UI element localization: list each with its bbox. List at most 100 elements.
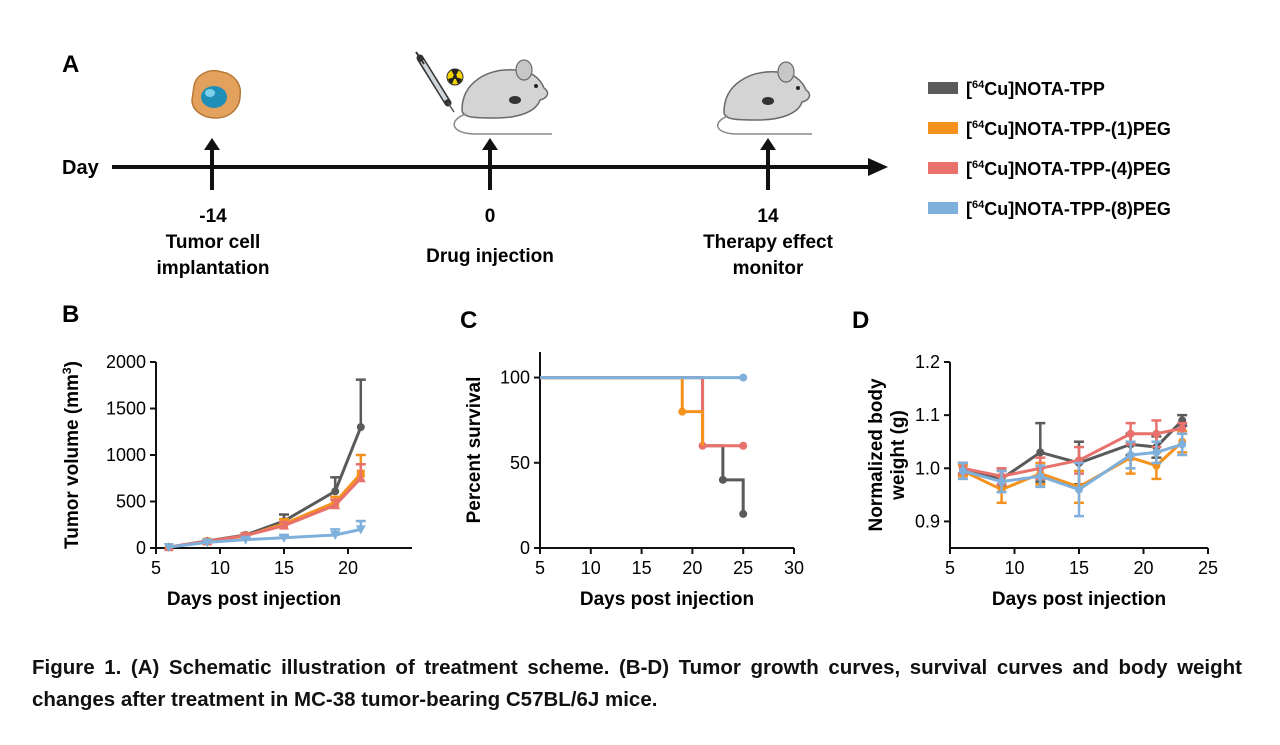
- syringe-icon: [415, 51, 455, 113]
- x-tick-label: 15: [274, 558, 294, 578]
- timeline-marker: [482, 138, 498, 190]
- survival-line: [540, 376, 744, 448]
- data-point: [1152, 429, 1161, 438]
- panel-c-label: C: [460, 307, 477, 334]
- tumor-volume-chart: 5 10 15 20 0 500 1000 1500 2000 Days post injecti…: [60, 352, 412, 610]
- data-point: [1178, 424, 1187, 433]
- data-point: [739, 441, 748, 450]
- timeline-event-label: Drug injection: [426, 246, 554, 267]
- data-point: [1036, 448, 1045, 457]
- series-line: [168, 477, 362, 549]
- data-point: [739, 509, 748, 518]
- data-point: [240, 535, 251, 545]
- y-tick-label: 100: [500, 368, 530, 388]
- legend-label: [64Cu]NOTA-TPP-(4)PEG: [966, 159, 1171, 179]
- x-tick-label: 25: [1198, 558, 1218, 578]
- y-axis-label: weight (g): [888, 410, 909, 501]
- data-point: [330, 530, 341, 540]
- timeline-day-label: -14: [199, 206, 227, 227]
- legend-superscript: 64: [972, 79, 985, 91]
- radiation-icon: [446, 68, 464, 86]
- series-line: [168, 527, 362, 549]
- timeline-marker: [204, 138, 220, 190]
- x-tick-label: 5: [535, 558, 545, 578]
- survival-line: [540, 376, 705, 446]
- series-line: [962, 419, 1184, 481]
- tumor-cell-icon: [191, 70, 242, 119]
- timeline-day-label: 0: [485, 206, 496, 227]
- data-point: [355, 473, 366, 483]
- x-tick-label: 10: [210, 558, 230, 578]
- body-weight-chart: 5 10 15 20 25 0.9 1.0 1.1 1.2 Days post injection…: [866, 352, 1218, 610]
- legend-label: [64Cu]NOTA-TPP: [966, 79, 1105, 99]
- legend-superscript: 64: [972, 119, 985, 131]
- timeline-event-label: Tumor cell: [166, 232, 261, 253]
- data-point: [678, 407, 687, 416]
- y-axis-label: Normalized body: [866, 378, 887, 532]
- timeline-event-label: monitor: [733, 258, 804, 279]
- y-tick-label: 50: [510, 453, 530, 473]
- timeline-event-label: Therapy effect: [703, 232, 834, 253]
- data-point: [997, 477, 1006, 486]
- x-tick-label: 20: [682, 558, 702, 578]
- legend: [64Cu]NOTA-TPP [64Cu]NOTA-TPP-(1)PEG [64Cu…: [928, 79, 1171, 219]
- data-point: [279, 533, 289, 543]
- legend-label: [64Cu]NOTA-TPP-(8)PEG: [966, 199, 1171, 219]
- y-tick-label: 500: [116, 492, 146, 512]
- mouse-icon: [717, 61, 812, 135]
- y-tick-label: 1.1: [915, 405, 940, 425]
- timeline-day-label: 14: [757, 206, 779, 227]
- x-axis-label: Days post injection: [580, 589, 754, 610]
- legend-superscript: 64: [972, 199, 985, 211]
- series-line: [962, 442, 1183, 492]
- figure-caption: Figure 1. (A) Schematic illustration of …: [32, 656, 1242, 711]
- timeline-event-label: implantation: [157, 258, 270, 279]
- data-point: [1075, 485, 1083, 494]
- panel-b-label: B: [62, 301, 79, 328]
- x-tick-label: 20: [338, 558, 358, 578]
- x-tick-label: 10: [1004, 558, 1024, 578]
- y-tick-label: 1000: [106, 445, 146, 465]
- data-point: [356, 423, 365, 432]
- x-tick-label: 10: [581, 558, 601, 578]
- data-point: [1152, 448, 1161, 457]
- legend-label: [64Cu]NOTA-TPP-(1)PEG: [966, 119, 1171, 139]
- x-axis-label: Days post injection: [992, 589, 1166, 610]
- y-tick-label: 1.0: [915, 458, 940, 478]
- data-point: [279, 520, 289, 530]
- panel-a-label: A: [62, 51, 79, 78]
- data-point: [1178, 440, 1187, 449]
- x-tick-label: 15: [632, 558, 652, 578]
- legend-swatch: [928, 202, 958, 214]
- series-line: [962, 440, 1184, 492]
- legend-swatch: [928, 82, 958, 94]
- timeline-axis-label: Day: [62, 157, 100, 179]
- survival-chart: 5 10 15 20 25 30 0 50 100 Days post injection Perc…: [464, 352, 804, 610]
- y-tick-label: 0: [520, 538, 530, 558]
- y-tick-label: 0.9: [915, 511, 940, 531]
- x-tick-label: 5: [945, 558, 955, 578]
- data-point: [958, 466, 967, 475]
- data-point: [1126, 429, 1135, 438]
- y-tick-label: 1.2: [915, 352, 940, 372]
- data-point: [1126, 451, 1135, 459]
- data-point: [1036, 472, 1045, 481]
- x-axis-label: Days post injection: [167, 589, 341, 610]
- y-axis-label: Tumor volume (mm3): [60, 361, 83, 549]
- y-tick-label: 2000: [106, 352, 146, 372]
- y-axis-label: Percent survival: [464, 377, 485, 524]
- mouse-icon: [453, 59, 552, 135]
- legend-superscript: 64: [972, 159, 985, 171]
- y-tick-label: 0: [136, 538, 146, 558]
- data-point: [718, 475, 727, 484]
- y-tick-label: 1500: [106, 399, 146, 419]
- x-tick-label: 30: [784, 558, 804, 578]
- panel-d-label: D: [852, 307, 869, 334]
- legend-swatch: [928, 162, 958, 174]
- data-point: [202, 538, 213, 548]
- data-point: [739, 373, 748, 382]
- data-point: [355, 525, 366, 535]
- x-tick-label: 25: [733, 558, 753, 578]
- data-point: [330, 500, 341, 510]
- x-tick-label: 5: [151, 558, 161, 578]
